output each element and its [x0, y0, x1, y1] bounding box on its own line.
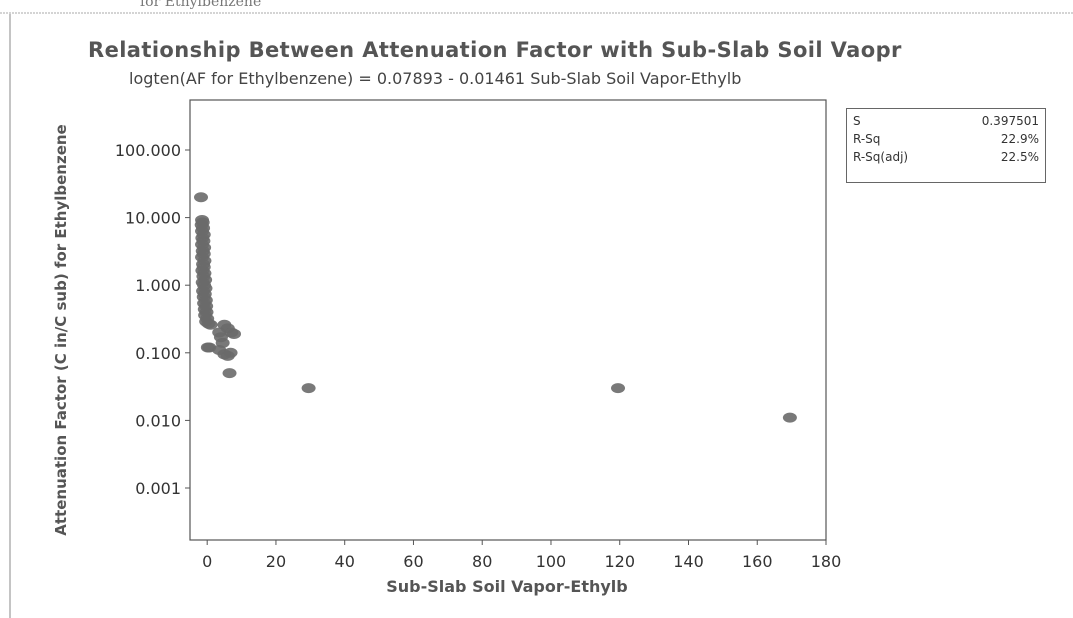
chart-subtitle: logten(AF for Ethylbenzene) = 0.07893 - … — [129, 69, 742, 88]
data-point — [301, 383, 316, 394]
y-tick-label: 0.001 — [135, 479, 181, 498]
stats-box: S 0.397501 R-Sq 22.9% R-Sq(adj) 22.5% — [846, 108, 1046, 183]
y-tick-label: 10.000 — [125, 209, 181, 228]
plot-area — [189, 99, 827, 541]
stats-value: 0.397501 — [981, 114, 1039, 128]
top-caption: for Ethylbenzene — [140, 0, 262, 10]
stats-row: S 0.397501 — [847, 113, 1045, 130]
stats-row: R-Sq(adj) 22.5% — [847, 149, 1045, 166]
x-tick-label: 160 — [742, 552, 773, 571]
x-tick-label: 20 — [266, 552, 286, 571]
y-axis-label: Attenuation Factor (C in/C sub) for Ethy… — [52, 124, 70, 535]
data-point — [227, 328, 242, 339]
x-tick-label: 120 — [604, 552, 635, 571]
stats-value: 22.9% — [1000, 132, 1039, 146]
data-point — [222, 368, 237, 379]
x-axis: 0 20 40 60 80 100 120 140 160 180 — [202, 540, 841, 571]
x-tick-label: 80 — [472, 552, 492, 571]
data-point — [611, 383, 626, 394]
y-tick-label: 1.000 — [135, 276, 181, 295]
stats-value: 22.5% — [1000, 150, 1039, 164]
x-tick-label: 100 — [536, 552, 567, 571]
stats-label: R-Sq(adj) — [853, 150, 909, 164]
x-tick-label: 180 — [811, 552, 842, 571]
x-tick-label: 0 — [202, 552, 212, 571]
stats-label: S — [853, 114, 861, 128]
x-axis-label: Sub-Slab Soil Vapor-Ethylb — [386, 577, 628, 596]
y-axis: 0.001 0.010 0.100 1.000 10.000 100.000 — [115, 141, 190, 498]
y-tick-label: 0.010 — [135, 411, 181, 430]
stats-label: R-Sq — [853, 132, 881, 146]
data-points — [194, 192, 797, 423]
x-tick-label: 40 — [335, 552, 355, 571]
data-point — [194, 192, 209, 203]
x-tick-label: 60 — [403, 552, 423, 571]
y-tick-label: 100.000 — [115, 141, 181, 160]
stats-row: R-Sq 22.9% — [847, 131, 1045, 148]
chart-title: Relationship Between Attenuation Factor … — [88, 38, 902, 62]
data-point — [223, 347, 238, 358]
y-tick-label: 0.100 — [135, 344, 181, 363]
data-point — [203, 319, 218, 330]
data-point — [782, 412, 797, 423]
x-tick-label: 140 — [673, 552, 704, 571]
